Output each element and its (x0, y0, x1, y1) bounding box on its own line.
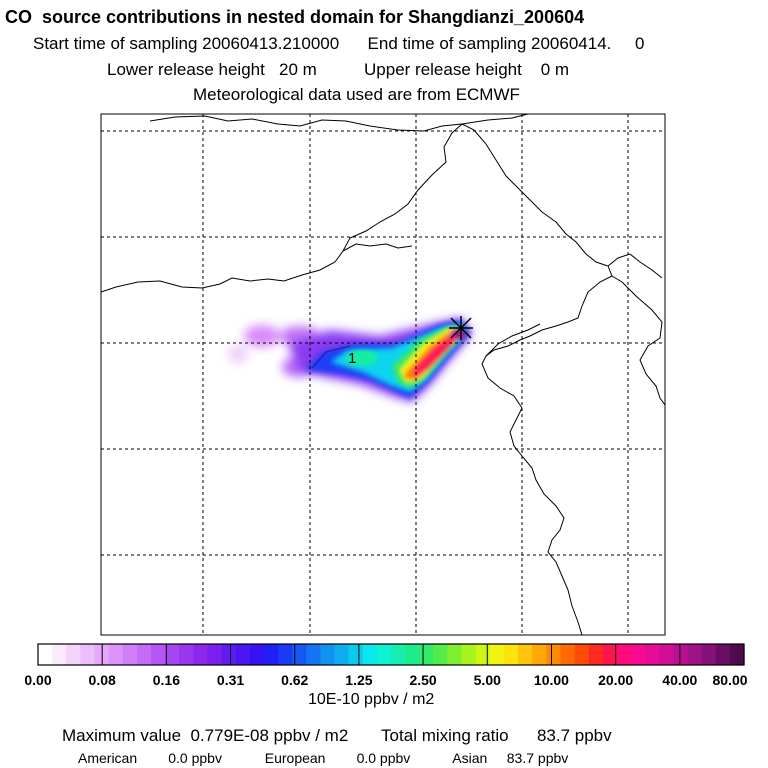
colorbar-cell (645, 644, 660, 665)
colorbar-cell (38, 644, 53, 665)
colorbar-cell (391, 644, 406, 665)
colorbar-cell (334, 644, 350, 665)
colorbar-cell (419, 644, 434, 665)
plume-field (228, 318, 472, 402)
colorbar-cell (574, 644, 590, 665)
colorbar-cell (207, 644, 223, 665)
colorbar-cell (602, 644, 618, 665)
colorbar-cell (165, 644, 180, 665)
colorbar-cell (687, 644, 703, 665)
colorbar-tick-label: 0.16 (152, 672, 180, 688)
plot-title: CO source contributions in nested domain… (5, 7, 585, 27)
colorbar-tick-label: 0.08 (88, 672, 116, 688)
colorbar-cell (249, 644, 265, 665)
country-borders (101, 114, 665, 635)
colorbar-cell (292, 644, 307, 665)
colorbar-cell (729, 644, 745, 665)
sampling-time-line: Start time of sampling 20060413.210000 E… (33, 34, 645, 53)
colorbar-cell (715, 644, 731, 665)
colorbar-cell (461, 644, 477, 665)
colorbar-cell (348, 644, 364, 665)
colorbar-units: 10E-10 ppbv / m2 (308, 691, 435, 708)
colorbar-cell (701, 644, 717, 665)
colorbar-tick-label: 0.62 (281, 672, 309, 688)
colorbar-cell (489, 644, 505, 665)
meteorological-data-line: Meteorological data used are from ECMWF (193, 85, 520, 104)
colorbar-cell (150, 644, 166, 665)
colorbar-cell (588, 644, 604, 665)
release-height-line: Lower release height 20 m Upper release … (107, 60, 570, 79)
colorbar-cell (66, 644, 81, 665)
colorbar-tick-label: 2.50 (409, 672, 437, 688)
colorbar-tick-label: 0.31 (216, 672, 245, 688)
colorbar-cell (108, 644, 124, 665)
colorbar-tick-label: 10.00 (533, 672, 569, 688)
colorbar-tick-label: 20.00 (598, 672, 634, 688)
colorbar-cell (235, 644, 251, 665)
colorbar-cell (263, 644, 279, 665)
colorbar-cell (673, 644, 689, 665)
colorbar-tick-label: 40.00 (662, 672, 698, 688)
colorbar-cell (447, 644, 463, 665)
colorbar-cell (80, 644, 96, 665)
colorbar-cell (405, 644, 420, 665)
colorbar-cell (52, 644, 67, 665)
colorbar-tick-label: 0.00 (24, 672, 52, 688)
colorbar-cell (503, 644, 519, 665)
colorbar-tick-label: 80.00 (712, 672, 748, 688)
colorbar-cell (532, 644, 547, 665)
colorbar-cell (518, 644, 533, 665)
colorbar-cell (376, 644, 392, 665)
station-marker (449, 316, 473, 340)
regional-contributions-line: American 0.0 ppbv European 0.0 ppbv Asia… (78, 750, 569, 766)
colorbar-cell (560, 644, 576, 665)
colorbar-cell (433, 644, 449, 665)
colorbar-cell (136, 644, 152, 665)
colorbar-cell (193, 644, 209, 665)
colorbar-cell (179, 644, 194, 665)
colorbar-tick-label: 5.00 (473, 672, 501, 688)
colorbar-cell (616, 644, 632, 665)
colorbar-cell (659, 644, 674, 665)
colorbar-cell (221, 644, 237, 665)
colorbar-cell (631, 644, 646, 665)
colorbar-cell (546, 644, 562, 665)
colorbar-cell (362, 644, 378, 665)
colorbar-cell (320, 644, 336, 665)
station-marker-label: 1 (348, 350, 356, 367)
map-frame (100, 113, 666, 636)
maximum-value-line: Maximum value 0.779E-08 ppbv / m2 Total … (62, 726, 612, 745)
colorbar-cell (122, 644, 138, 665)
colorbar-frame (37, 643, 745, 666)
colorbar-cell (306, 644, 321, 665)
grid-lines (101, 114, 665, 635)
colorbar-tick-label: 1.25 (345, 672, 373, 688)
colorbar-cell (475, 644, 491, 665)
colorbar-cell (278, 644, 293, 665)
